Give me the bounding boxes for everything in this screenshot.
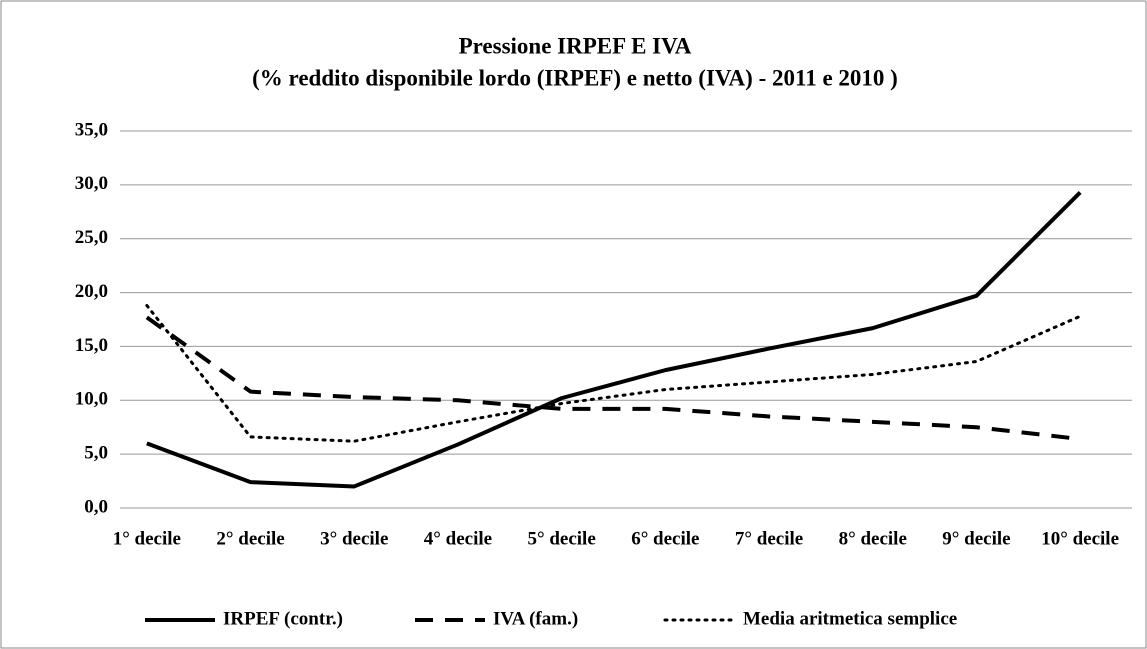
x-tick-label: 2° decile: [216, 528, 284, 549]
x-tick-label: 10° decile: [1041, 528, 1119, 549]
chart-subtitle: (% reddito disponibile lordo (IRPEF) e n…: [252, 65, 898, 90]
y-tick-label: 0,0: [84, 496, 108, 517]
x-tick-label: 1° decile: [113, 528, 181, 549]
y-tick-label: 5,0: [84, 443, 108, 464]
x-tick-label: 4° decile: [424, 528, 492, 549]
y-tick-label: 25,0: [75, 227, 108, 248]
legend-label: IRPEF (contr.): [223, 608, 343, 629]
y-tick-label: 20,0: [75, 281, 108, 302]
chart-title: Pressione IRPEF E IVA: [459, 33, 692, 58]
y-tick-label: 10,0: [75, 389, 108, 410]
data-line: [145, 315, 1081, 442]
legend-label: IVA (fam.): [493, 608, 578, 629]
x-tick-label: 8° decile: [839, 528, 907, 549]
x-tick-label: 9° decile: [942, 528, 1010, 549]
legend-label: Media aritmetica semplice: [743, 608, 957, 629]
y-tick-label: 35,0: [75, 119, 108, 140]
data-line: [146, 190, 1082, 489]
y-tick-label: 30,0: [75, 173, 108, 194]
data-line: [145, 303, 1082, 443]
x-tick-label: 5° decile: [528, 528, 596, 549]
x-tick-label: 6° decile: [631, 528, 699, 549]
x-tick-label: 3° decile: [320, 528, 388, 549]
x-tick-label: 7° decile: [735, 528, 803, 549]
y-tick-label: 15,0: [75, 335, 108, 356]
